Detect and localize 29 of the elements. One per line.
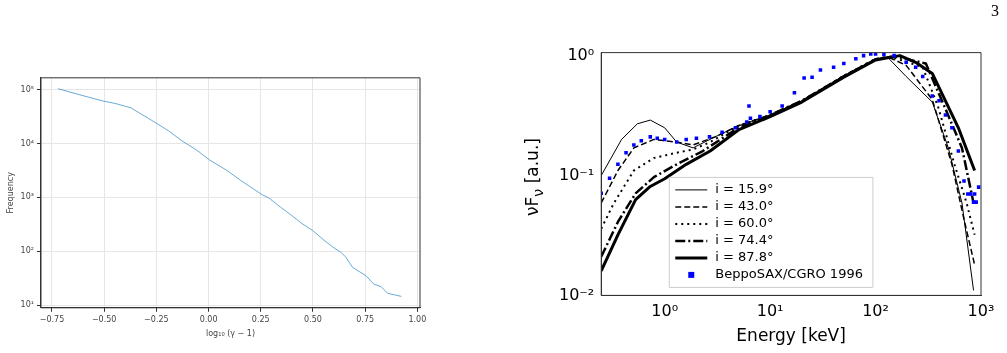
legend-label: i = 74.4° [715,232,774,248]
x-tick-label: 0.50 [304,314,322,324]
legend-label: i = 60.0° [715,215,774,231]
y-tick-label: 10² [20,246,34,256]
text: 3 [991,2,999,20]
x-tick-label: −0.75 [39,314,65,324]
y-tick-label: 10⁰ [567,44,595,64]
x-axis-title: log₁₀ (γ − 1) [205,329,255,339]
x-tick-label: −0.25 [144,314,169,324]
x-tick-label: 10¹ [756,301,784,321]
legend-label: i = 43.0° [715,198,774,214]
x-tick-label: 10² [862,301,889,321]
x-tick-label: 0.25 [251,314,270,324]
x-tick-label: 1.00 [408,314,427,324]
y-tick-label: 10⁴ [20,138,34,148]
y-tick-label: 10⁻² [559,284,595,304]
y-tick-label: 10⁻¹ [559,164,595,184]
y-tick-label: 10⁵ [20,84,34,94]
x-tick-label: −0.50 [91,314,117,324]
x-tick-label: 10³ [967,301,995,321]
x-tick-label: 0.75 [356,314,375,324]
y-tick-label: 10³ [20,192,34,202]
y-axis-title: Frequency [5,171,15,214]
legend-label: BeppoSAX/CGRO 1996 [715,266,863,282]
legend-label: i = 87.8° [715,249,774,265]
x-tick-label: 10⁰ [651,301,679,321]
x-tick-label: 0.00 [199,314,218,324]
legend-label: i = 15.9° [715,181,774,197]
x-axis-title: Energy [keV] [736,325,846,346]
